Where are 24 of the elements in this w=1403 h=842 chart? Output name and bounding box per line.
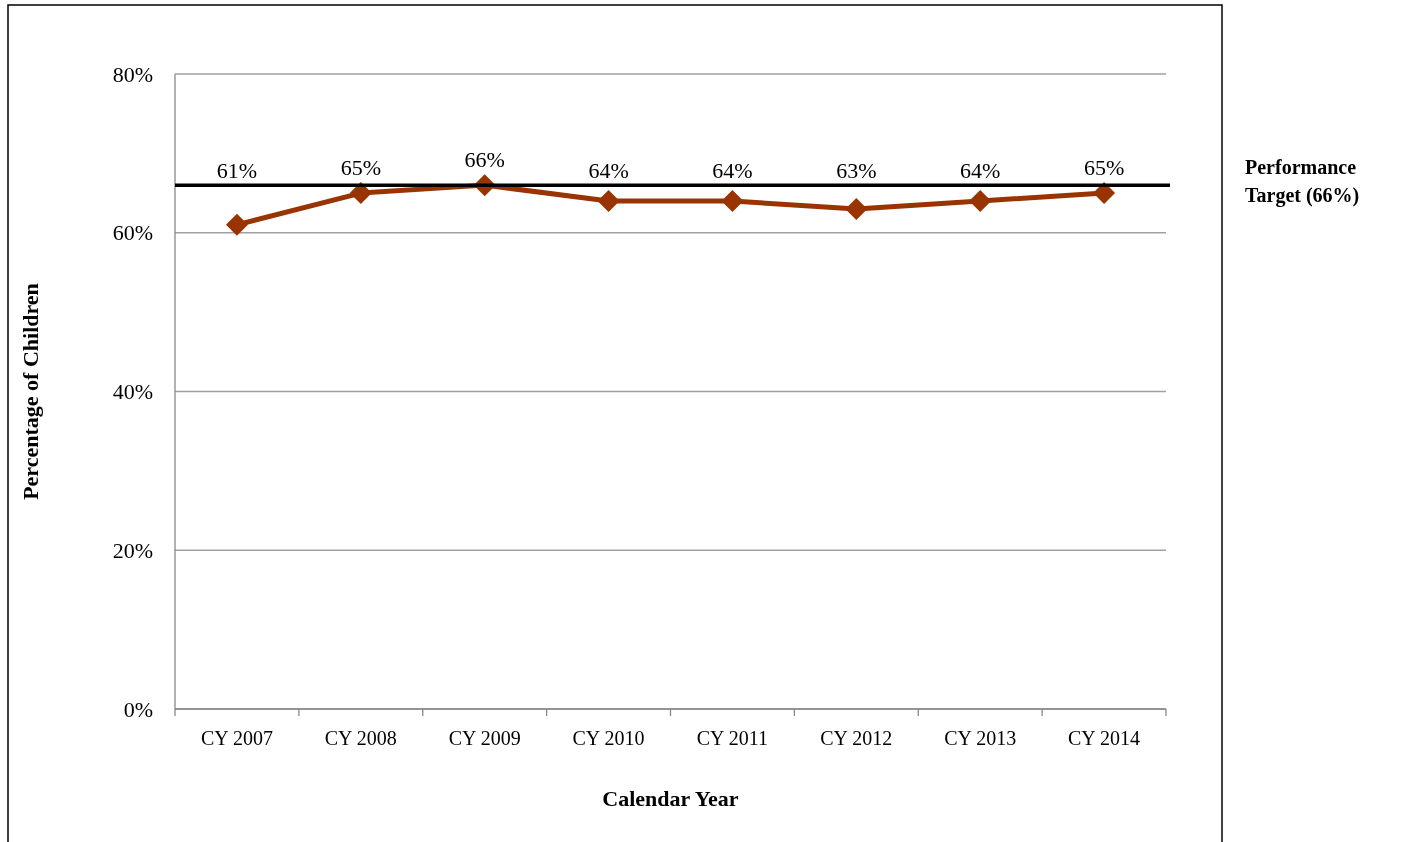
x-tick-label: CY 2008: [324, 727, 397, 749]
data-label: 64%: [712, 158, 753, 184]
x-tick-label: CY 2007: [200, 727, 273, 749]
data-label: 65%: [340, 155, 381, 181]
data-label: 65%: [1083, 155, 1125, 181]
ref-line-label: Performance Target (66%): [1245, 156, 1360, 208]
data-label: 63%: [836, 158, 877, 184]
x-tick-label: CY 2010: [572, 727, 645, 749]
y-tick-label: 60%: [112, 220, 153, 246]
y-tick-label: 40%: [112, 379, 153, 405]
x-axis-title: Calendar Year: [602, 786, 739, 811]
x-tick-label: CY 2012: [820, 727, 893, 749]
y-tick-label: 0%: [123, 696, 153, 722]
data-label: 64%: [588, 158, 629, 184]
y-tick-label: 20%: [112, 537, 153, 563]
x-tick-label: CY 2009: [448, 727, 521, 749]
y-axis-title: Percentage of Children: [18, 283, 43, 500]
x-tick-label: CY 2014: [1068, 727, 1141, 749]
data-label: 66%: [464, 147, 505, 173]
x-tick-label: CY 2013: [944, 727, 1017, 749]
data-label: 64%: [960, 158, 1001, 184]
x-tick-label: CY 2011: [696, 727, 769, 749]
y-tick-label: 80%: [112, 61, 153, 87]
data-label: 61%: [216, 158, 258, 184]
